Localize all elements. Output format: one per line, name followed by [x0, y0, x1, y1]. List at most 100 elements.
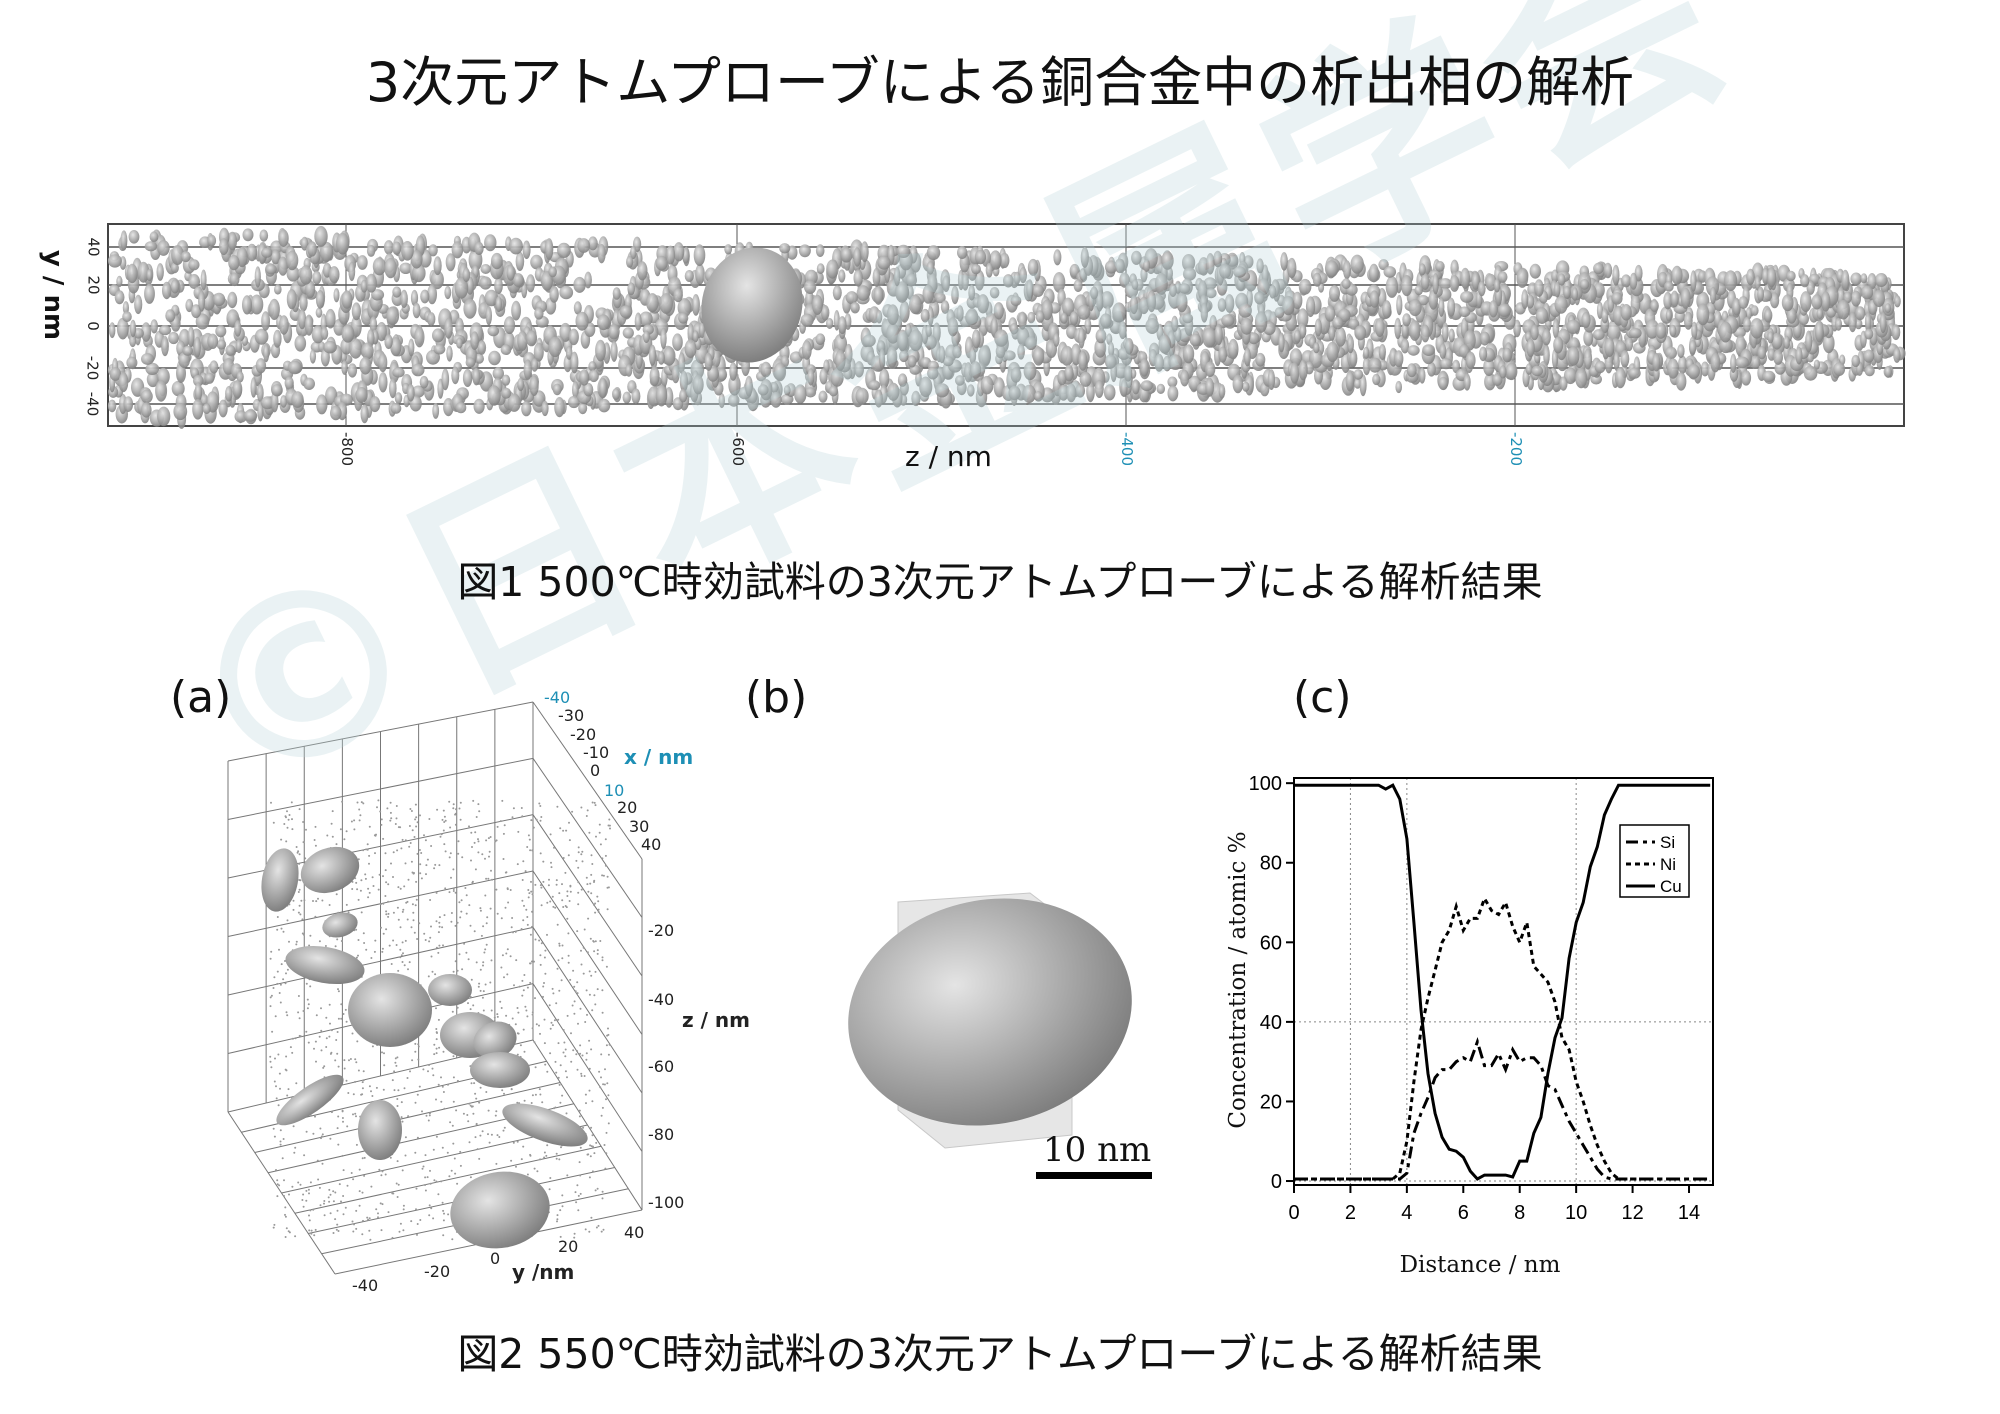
particle — [989, 287, 1000, 299]
atom-dot — [568, 821, 570, 824]
atom-dot — [561, 1194, 564, 1197]
fig1-x-tick: -800 — [338, 431, 357, 467]
atom-dot — [382, 875, 384, 878]
particle — [648, 344, 657, 366]
atom-dot — [374, 939, 377, 942]
atom-dot — [284, 1213, 286, 1216]
atom-dot — [594, 911, 597, 914]
atom-dot — [273, 1135, 276, 1138]
atom-dot — [577, 846, 580, 849]
atom-dot — [510, 926, 513, 929]
particle — [145, 362, 160, 375]
particle — [1499, 365, 1507, 379]
atom-dot — [297, 1011, 300, 1014]
atom-dot — [603, 1083, 606, 1086]
atom-dot — [349, 1058, 352, 1060]
atom-dot — [467, 1120, 470, 1123]
atom-dot — [441, 1201, 444, 1204]
atom-dot — [449, 852, 452, 855]
x-tick: -10 — [583, 743, 610, 762]
particle — [1677, 344, 1685, 359]
particle — [259, 229, 269, 242]
particle — [462, 369, 473, 387]
particle — [1233, 266, 1246, 278]
precipitate — [358, 1100, 402, 1160]
particle — [1328, 325, 1336, 341]
atom-dot — [432, 1148, 435, 1151]
atom-dot — [588, 970, 591, 973]
atom-dot — [570, 1060, 573, 1063]
particle — [187, 326, 195, 348]
particle — [1613, 351, 1620, 372]
particle — [1080, 247, 1089, 268]
particle — [323, 340, 337, 354]
particle — [1652, 353, 1661, 372]
particle — [389, 378, 397, 399]
atom-dot — [435, 946, 438, 949]
atom-dot — [548, 1188, 551, 1191]
atom-dot — [395, 805, 398, 807]
particle — [503, 316, 516, 335]
atom-dot — [525, 908, 528, 911]
atom-dot — [548, 1004, 551, 1007]
atom-dot — [567, 854, 570, 857]
x-tick: 20 — [617, 798, 638, 817]
atom-dot — [500, 966, 503, 969]
atom-dot — [355, 956, 358, 959]
atom-dot — [272, 1127, 275, 1130]
box-line — [532, 927, 643, 1094]
atom-dot — [276, 928, 279, 931]
particle — [779, 243, 791, 254]
particle — [207, 234, 217, 247]
atom-dot — [588, 831, 591, 834]
atom-dot — [465, 912, 468, 915]
particle — [1465, 351, 1476, 369]
atom-dot — [580, 853, 583, 856]
particle — [526, 274, 536, 293]
particle — [1620, 304, 1632, 321]
particle — [637, 261, 648, 281]
atom-dot — [419, 1219, 422, 1221]
particle — [1479, 346, 1488, 362]
atom-dot — [469, 924, 472, 927]
atom-dot — [516, 1140, 519, 1143]
atom-dot — [462, 1112, 465, 1115]
particle — [965, 309, 979, 326]
atom-dot — [470, 831, 473, 834]
atom-dot — [288, 940, 290, 943]
particle — [472, 368, 481, 386]
atom-dot — [607, 1122, 610, 1125]
atom-dot — [515, 959, 518, 962]
atom-dot — [400, 1116, 403, 1119]
particle — [974, 270, 985, 291]
atom-dot — [424, 839, 427, 842]
atom-dot — [484, 948, 487, 951]
particle — [770, 381, 779, 393]
particle — [868, 380, 881, 391]
box-line — [532, 701, 643, 860]
z-axis-label: z / nm — [682, 1008, 750, 1032]
atom-dot — [605, 1131, 608, 1134]
atom-dot — [352, 1113, 354, 1116]
particle — [1313, 342, 1320, 354]
atom-dot — [511, 917, 514, 919]
particle — [1345, 370, 1355, 392]
atom-dot — [549, 833, 552, 836]
atom-dot — [454, 1172, 457, 1175]
particle — [655, 384, 668, 407]
atom-dot — [558, 989, 561, 992]
atom-dot — [450, 876, 452, 879]
particle — [855, 387, 869, 405]
atom-dot — [377, 799, 380, 802]
particle — [1551, 348, 1559, 369]
particle — [399, 262, 413, 274]
atom-dot — [451, 1238, 454, 1241]
particle — [1471, 271, 1480, 290]
particle — [800, 313, 814, 327]
atom-dot — [498, 1136, 501, 1138]
atom-dot — [438, 1046, 441, 1049]
atom-dot — [345, 1079, 348, 1082]
particle — [118, 372, 129, 393]
particle — [1593, 262, 1604, 275]
atom-dot — [561, 899, 564, 902]
